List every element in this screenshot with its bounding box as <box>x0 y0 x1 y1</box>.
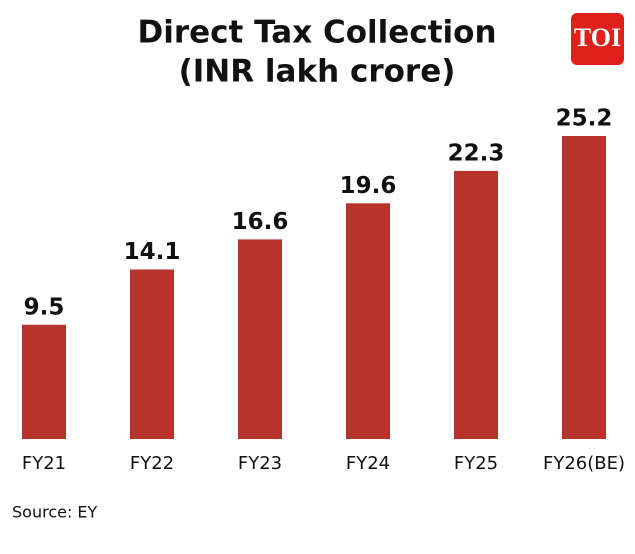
x-tick-label: FY23 <box>238 453 282 474</box>
bar <box>130 269 174 439</box>
chart-subtitle: (INR lakh crore) <box>179 54 456 90</box>
value-label: 22.3 <box>448 140 505 166</box>
value-label: 9.5 <box>24 294 65 320</box>
value-label: 19.6 <box>340 173 397 199</box>
bar <box>346 203 390 439</box>
source: Source: EY <box>12 503 98 522</box>
logo-badge <box>571 13 624 65</box>
chart-title: Direct Tax Collection <box>137 15 496 51</box>
value-label: 14.1 <box>124 239 181 265</box>
bar <box>454 170 498 439</box>
x-tick-label: FY21 <box>22 453 66 474</box>
x-tick-label: FY24 <box>346 453 390 474</box>
value-label: 25.2 <box>556 106 613 132</box>
x-tick-label: FY26(BE) <box>543 453 625 474</box>
x-tick-label: FY25 <box>454 453 498 474</box>
bar <box>562 136 606 439</box>
logo: TOI <box>574 23 621 52</box>
value-label: 16.6 <box>232 209 289 235</box>
bar <box>22 324 66 439</box>
bar <box>238 239 282 439</box>
x-tick-label: FY22 <box>130 453 174 474</box>
